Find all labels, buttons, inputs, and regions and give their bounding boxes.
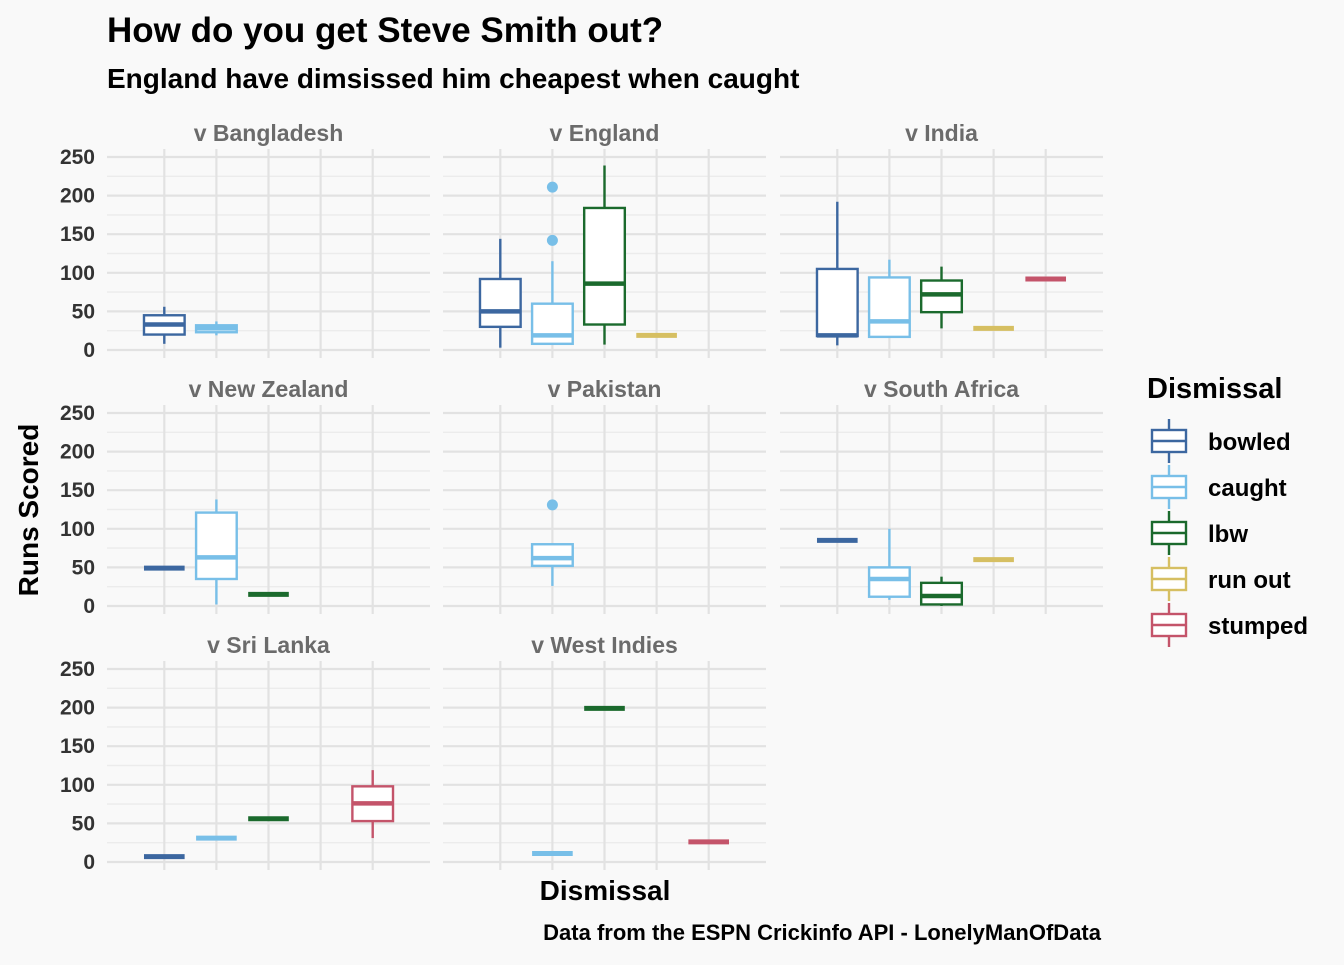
- box-stumped: [351, 770, 395, 839]
- iqr-box: [867, 276, 911, 339]
- facet-panel-v-england: v England: [443, 120, 766, 358]
- legend-label: run out: [1208, 567, 1291, 594]
- box-lbw: [919, 576, 964, 606]
- iqr-box: [867, 566, 911, 598]
- iqr-box: [530, 543, 574, 568]
- box-lbw: [582, 165, 627, 345]
- chart-title: How do you get Steve Smith out?: [107, 11, 663, 50]
- y-axis-title: Runs Scored: [13, 424, 44, 597]
- outlier-point: [546, 234, 558, 246]
- y-tick-label: 100: [60, 774, 95, 797]
- box-caught: [867, 259, 911, 339]
- legend-key: [1150, 465, 1188, 509]
- facet-label: v Pakistan: [548, 376, 662, 402]
- legend-label: bowled: [1208, 429, 1291, 456]
- legend-item-lbw: lbw: [1150, 511, 1248, 555]
- y-tick-label: 0: [83, 339, 95, 362]
- legend: Dismissal bowled caught lbw run out stumped: [1147, 373, 1308, 647]
- outlier-point: [546, 181, 558, 193]
- y-tick-label: 0: [83, 595, 95, 618]
- iqr-box: [582, 206, 627, 326]
- legend-key: [1150, 603, 1188, 647]
- facet-panels: v Bangladesh 0 50 100 150 200 250 v England v In…: [60, 120, 1103, 874]
- chart-subtitle: England have dimsissed him cheapest when…: [107, 63, 799, 94]
- box-caught: [867, 528, 911, 600]
- facet-panel-v-new-zealand: v New Zealand 0 50 100 150 200 250: [60, 376, 430, 618]
- y-tick-label: 50: [72, 812, 95, 835]
- y-tick-label: 50: [72, 556, 95, 579]
- facet-panel-v-india: v India: [780, 120, 1103, 358]
- facet-panel-v-pakistan: v Pakistan: [443, 376, 766, 614]
- facet-label: v South Africa: [864, 376, 1019, 402]
- box-caught: [194, 499, 238, 605]
- facet-label: v West Indies: [531, 632, 678, 658]
- facet-label: v Bangladesh: [194, 120, 344, 146]
- y-tick-label: 200: [60, 185, 95, 208]
- legend-key: [1150, 511, 1188, 555]
- legend-label: stumped: [1208, 613, 1308, 640]
- y-tick-label: 100: [60, 518, 95, 541]
- facet-label: v New Zealand: [189, 376, 349, 402]
- y-tick-label: 200: [60, 697, 95, 720]
- facet-panel-v-south-africa: v South Africa: [780, 376, 1103, 614]
- legend-label: lbw: [1208, 521, 1248, 548]
- iqr-box: [815, 267, 859, 338]
- y-tick-label: 250: [60, 146, 95, 169]
- y-tick-label: 150: [60, 223, 95, 246]
- y-tick-label: 200: [60, 441, 95, 464]
- facet-panel-v-west-indies: v West Indies: [443, 632, 766, 870]
- y-tick-label: 250: [60, 402, 95, 425]
- facet-label: v India: [905, 120, 978, 146]
- facet-panel-v-sri-lanka: v Sri Lanka 0 50 100 150 200 250: [60, 632, 430, 874]
- box-caught: [530, 499, 574, 586]
- y-tick-label: 50: [72, 300, 95, 323]
- iqr-box: [478, 277, 522, 329]
- facet-label: v Sri Lanka: [207, 632, 330, 658]
- box-caught: [530, 181, 574, 346]
- legend-item-run-out: run out: [1150, 557, 1291, 601]
- facet-panel-v-bangladesh: v Bangladesh 0 50 100 150 200 250: [60, 120, 430, 362]
- y-tick-label: 0: [83, 851, 95, 874]
- box-caught: [194, 321, 238, 336]
- legend-title: Dismissal: [1147, 373, 1282, 405]
- chart-caption: Data from the ESPN Crickinfo API - Lonel…: [543, 920, 1102, 945]
- box-bowled: [478, 238, 522, 348]
- legend-item-bowled: bowled: [1150, 419, 1291, 463]
- outlier-point: [546, 499, 558, 511]
- legend-label: caught: [1208, 475, 1287, 502]
- box-bowled: [815, 201, 859, 346]
- x-axis-title: Dismissal: [540, 875, 671, 906]
- box-lbw: [919, 266, 964, 329]
- y-tick-label: 150: [60, 735, 95, 758]
- iqr-box: [194, 511, 238, 581]
- legend-item-caught: caught: [1150, 465, 1287, 509]
- y-tick-label: 150: [60, 479, 95, 502]
- iqr-box: [919, 581, 964, 606]
- legend-key: [1150, 419, 1188, 463]
- legend-key: [1150, 557, 1188, 601]
- y-tick-label: 250: [60, 658, 95, 681]
- box-bowled: [142, 306, 186, 344]
- iqr-box: [530, 302, 574, 346]
- legend-item-stumped: stumped: [1150, 603, 1308, 647]
- facet-label: v England: [550, 120, 660, 146]
- y-tick-label: 100: [60, 262, 95, 285]
